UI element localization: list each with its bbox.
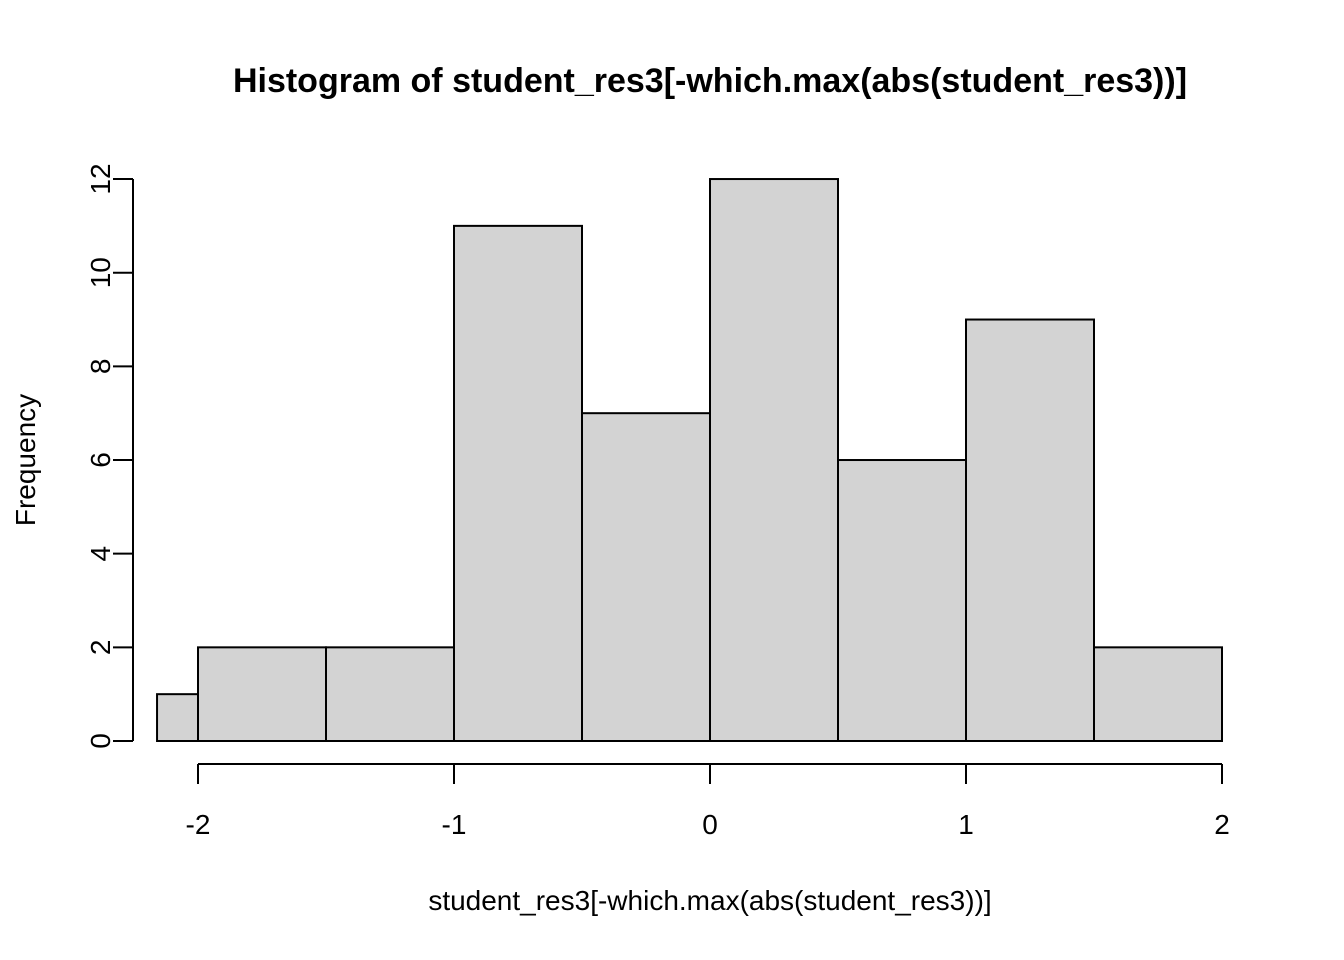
x-axis: -2 -1 0 1 2 — [186, 763, 1230, 840]
histogram-bar-7 — [965, 318, 1095, 742]
y-tick-label-2: 4 — [85, 546, 116, 562]
histogram-bar-1 — [197, 646, 327, 743]
bars-group — [156, 178, 1223, 743]
x-tick-label-1: -1 — [442, 809, 467, 840]
y-tick-label-6: 12 — [85, 163, 116, 194]
y-tick-label-5: 10 — [85, 257, 116, 288]
histogram-bar-6 — [837, 459, 967, 742]
x-axis-label: student_res3[-which.max(abs(student_res3… — [428, 885, 991, 916]
histogram-bar-2 — [325, 646, 455, 743]
x-tick-label-2: 0 — [702, 809, 718, 840]
chart-title: Histogram of student_res3[-which.max(abs… — [233, 62, 1187, 100]
histogram-bar-4 — [581, 412, 711, 742]
x-tick-label-0: -2 — [186, 809, 211, 840]
y-tick-label-1: 2 — [85, 640, 116, 656]
y-axis-label: Frequency — [10, 394, 41, 526]
y-tick-label-0: 0 — [85, 733, 116, 749]
y-tick-label-3: 6 — [85, 452, 116, 468]
histogram-bar-0 — [156, 693, 199, 742]
histogram-bar-5 — [709, 178, 839, 743]
x-tick-label-4: 2 — [1214, 809, 1230, 840]
y-tick-label-4: 8 — [85, 359, 116, 375]
y-axis: 0 2 4 6 8 10 12 — [85, 163, 134, 749]
histogram-bar-8 — [1093, 646, 1223, 743]
histogram-bar-3 — [453, 224, 583, 742]
x-tick-label-3: 1 — [958, 809, 974, 840]
